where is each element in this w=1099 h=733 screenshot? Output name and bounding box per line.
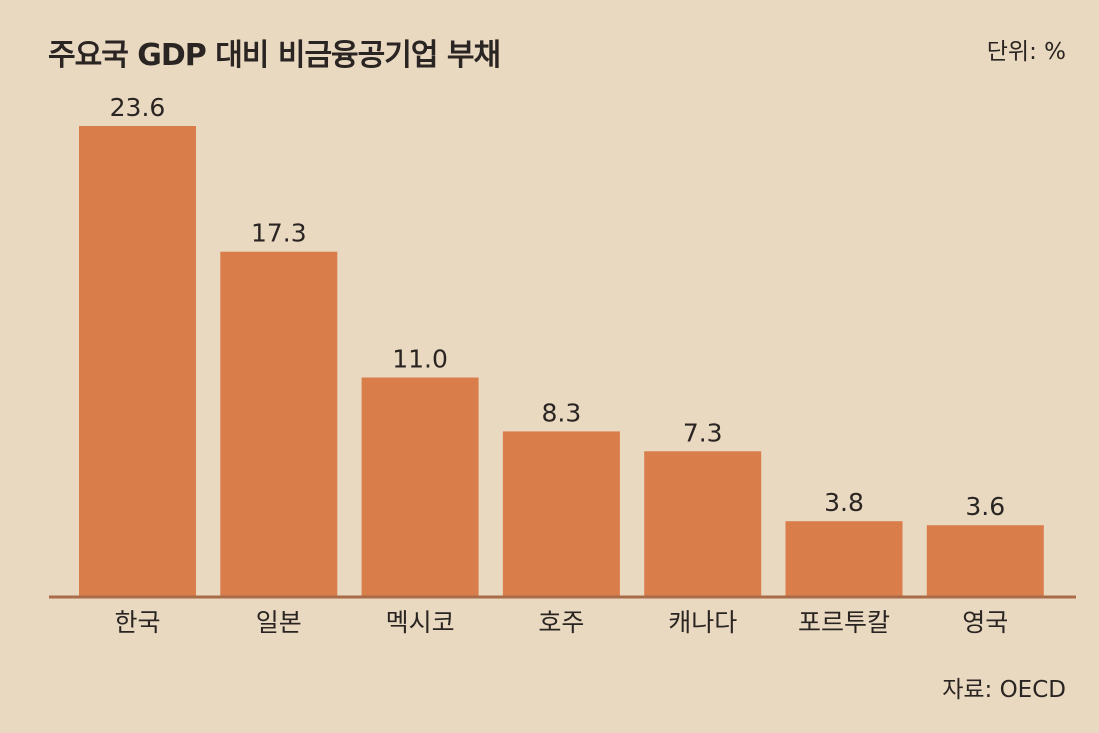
bar-5 <box>785 521 903 597</box>
bar-1 <box>220 251 338 597</box>
bar-0 <box>79 126 196 597</box>
value-label-1: 17.3 <box>251 219 307 248</box>
bar-2 <box>361 377 479 597</box>
category-label-1: 일본 <box>256 608 302 637</box>
bar-4 <box>644 451 762 597</box>
category-label-4: 캐나다 <box>668 608 737 637</box>
value-label-3: 8.3 <box>542 398 582 427</box>
category-label-3: 호주 <box>538 608 584 637</box>
category-label-0: 한국 <box>114 608 160 637</box>
bar-3 <box>502 431 620 597</box>
unit-label: 단위: % <box>986 39 1066 65</box>
value-label-4: 7.3 <box>683 418 723 447</box>
bar-group: 23.6 한국 17.3 일본 11.0 멕시코 8.3 호주 7.3 캐나다 3.8 포르투칼 3.6… <box>79 93 1044 637</box>
value-label-5: 3.8 <box>824 488 864 517</box>
category-label-2: 멕시코 <box>386 608 455 637</box>
value-label-6: 3.6 <box>965 492 1005 521</box>
value-label-2: 11.0 <box>392 345 448 374</box>
value-label-0: 23.6 <box>110 93 166 122</box>
source-label: 자료: OECD <box>942 677 1066 703</box>
category-label-6: 영국 <box>962 608 1008 637</box>
bar-6 <box>926 525 1044 597</box>
chart-title: 주요국 GDP 대비 비금융공기업 부채 <box>48 38 501 73</box>
category-label-5: 포르투칼 <box>798 608 890 637</box>
